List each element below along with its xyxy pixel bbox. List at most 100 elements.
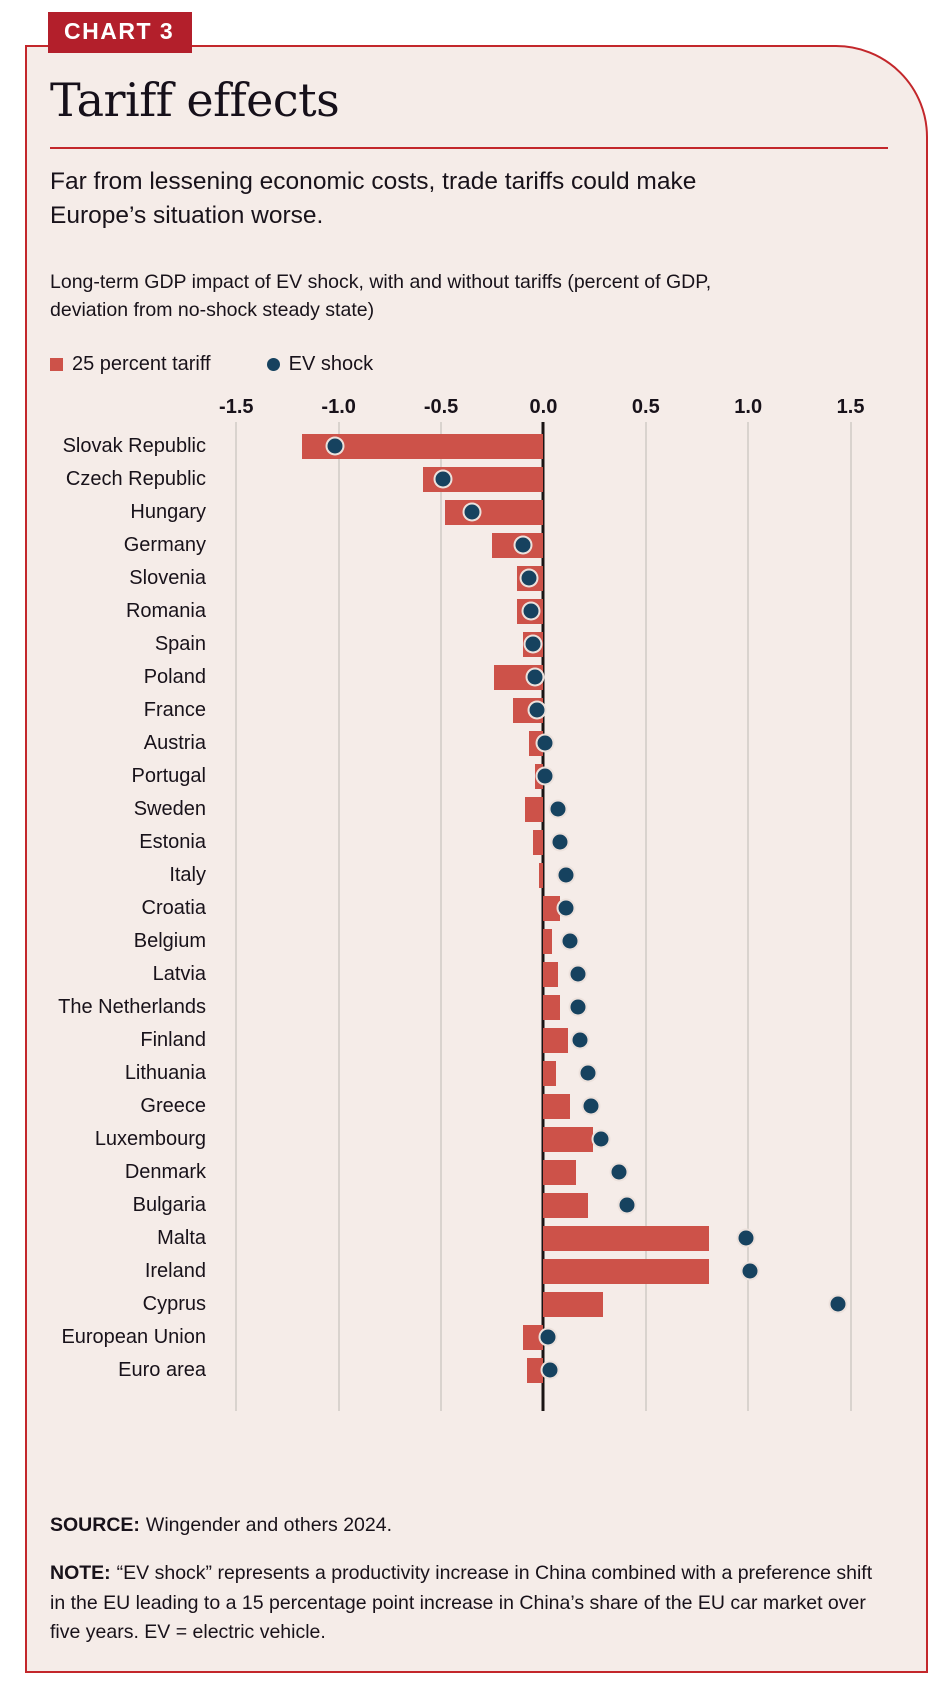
country-label: Malta bbox=[157, 1226, 206, 1249]
chart-row: Ireland bbox=[50, 1255, 888, 1288]
tariff-bar bbox=[543, 895, 560, 921]
tariff-bar bbox=[301, 433, 544, 459]
plot-area: Slovak Republic Czech Republic Hungary Germ… bbox=[50, 421, 888, 1411]
ev-shock-dot bbox=[593, 1131, 609, 1147]
x-tick-label: 1.5 bbox=[836, 395, 865, 418]
deck-text: Far from lessening economic costs, trade… bbox=[50, 167, 697, 230]
ev-shock-dot bbox=[537, 768, 553, 784]
country-label: Slovak Republic bbox=[62, 434, 206, 457]
row-track bbox=[224, 991, 869, 1024]
row-track bbox=[224, 892, 869, 925]
chart-row: Finland bbox=[50, 1024, 888, 1057]
country-label: Ireland bbox=[144, 1259, 206, 1282]
row-track bbox=[224, 925, 869, 958]
country-label: Lithuania bbox=[124, 1061, 206, 1084]
country-label: Denmark bbox=[124, 1160, 206, 1183]
chart-row: Estonia bbox=[50, 826, 888, 859]
ev-shock-dot bbox=[830, 1296, 846, 1312]
row-track bbox=[224, 1123, 869, 1156]
source-label: SOURCE: bbox=[50, 1513, 140, 1536]
tariff-bar bbox=[543, 1093, 571, 1119]
chart-row: Croatia bbox=[50, 892, 888, 925]
gridline bbox=[337, 421, 340, 1411]
ev-shock-dot bbox=[558, 867, 574, 883]
gridline bbox=[747, 421, 750, 1411]
title-divider bbox=[50, 146, 888, 149]
page-title: Tariff effects bbox=[50, 73, 340, 127]
row-track bbox=[224, 859, 869, 892]
legend-item-ev-shock: EV shock bbox=[266, 352, 374, 376]
chart-row: Italy bbox=[50, 859, 888, 892]
x-tick-label: 0.0 bbox=[529, 395, 558, 418]
ev-shock-dot bbox=[550, 801, 566, 817]
chart-row: Sweden bbox=[50, 793, 888, 826]
country-label: Slovenia bbox=[129, 566, 206, 589]
row-track bbox=[224, 1288, 869, 1321]
x-axis-ticks: -1.5 -1.0 -0.5 0.0 0.5 1.0 1.5 bbox=[219, 395, 869, 422]
chart-row: Poland bbox=[50, 661, 888, 694]
gridline bbox=[440, 421, 443, 1411]
chart-row: Cyprus bbox=[50, 1288, 888, 1321]
ev-shock-dot bbox=[738, 1230, 754, 1246]
x-tick-label: -1.0 bbox=[321, 395, 356, 418]
chart-row: Spain bbox=[50, 628, 888, 661]
ev-shock-dot bbox=[435, 471, 451, 487]
country-label: The Netherlands bbox=[58, 995, 206, 1018]
country-label: Spain bbox=[154, 632, 206, 655]
row-track bbox=[224, 1024, 869, 1057]
chart-row: Malta bbox=[50, 1222, 888, 1255]
tariff-bar bbox=[543, 1258, 710, 1284]
country-label: Italy bbox=[169, 863, 206, 886]
chart-row: European Union bbox=[50, 1321, 888, 1354]
row-track bbox=[224, 958, 869, 991]
ev-shock-dot bbox=[537, 735, 553, 751]
chart-number-badge: CHART 3 bbox=[48, 12, 193, 53]
country-label: Estonia bbox=[139, 830, 206, 853]
note-text: “EV shock” represents a productivity inc… bbox=[50, 1562, 873, 1643]
country-label: Latvia bbox=[152, 962, 206, 985]
chart-legend: 25 percent tariff EV shock bbox=[50, 353, 888, 376]
country-label: European Union bbox=[61, 1325, 206, 1348]
ev-shock-dot bbox=[529, 702, 545, 718]
legend-label-tariff: 25 percent tariff bbox=[72, 352, 211, 375]
ev-shock-dot bbox=[542, 1362, 558, 1378]
tariff-bar bbox=[543, 1225, 710, 1251]
country-label: Poland bbox=[143, 665, 206, 688]
ev-shock-dot bbox=[527, 669, 543, 685]
ev-shock-dot bbox=[521, 570, 537, 586]
row-track bbox=[224, 1354, 869, 1387]
tariff-bar bbox=[543, 994, 560, 1020]
country-label: Austria bbox=[143, 731, 206, 754]
tariff-bar bbox=[543, 928, 552, 954]
row-track bbox=[224, 826, 869, 859]
chart-row: Romania bbox=[50, 595, 888, 628]
country-label: Czech Republic bbox=[65, 467, 206, 490]
legend-label-ev-shock: EV shock bbox=[288, 352, 374, 375]
country-label: Finland bbox=[140, 1028, 206, 1051]
chart-row: Slovenia bbox=[50, 562, 888, 595]
row-track bbox=[224, 496, 869, 529]
country-label: Portugal bbox=[131, 764, 207, 787]
ev-shock-dot bbox=[464, 504, 480, 520]
note-line: NOTE: “EV shock” represents a productivit… bbox=[50, 1559, 888, 1647]
row-track bbox=[224, 1321, 869, 1354]
tariff-bar bbox=[533, 829, 544, 855]
country-label: Croatia bbox=[141, 896, 206, 919]
tariff-bar bbox=[543, 1027, 568, 1053]
tariff-bar bbox=[543, 961, 558, 987]
country-label: Cyprus bbox=[142, 1292, 206, 1315]
chart-row: Czech Republic bbox=[50, 463, 888, 496]
chart-row: Germany bbox=[50, 529, 888, 562]
chart-row: Hungary bbox=[50, 496, 888, 529]
chart-row: France bbox=[50, 694, 888, 727]
country-label: France bbox=[143, 698, 206, 721]
chart-row: Slovak Republic bbox=[50, 430, 888, 463]
chart-row: Denmark bbox=[50, 1156, 888, 1189]
ev-shock-dot bbox=[742, 1263, 758, 1279]
tariff-bar bbox=[445, 499, 544, 525]
country-label: Germany bbox=[123, 533, 206, 556]
ev-shock-dot bbox=[515, 537, 531, 553]
row-track bbox=[224, 1255, 869, 1288]
chart-row: Bulgaria bbox=[50, 1189, 888, 1222]
x-tick-label: 0.5 bbox=[631, 395, 660, 418]
